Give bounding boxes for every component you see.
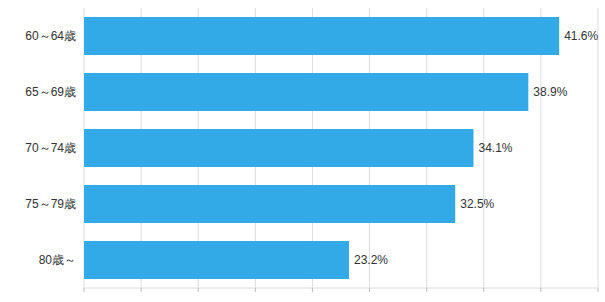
svg-text:60～64歳: 60～64歳 <box>25 29 76 43</box>
svg-text:75～79歳: 75～79歳 <box>25 197 76 211</box>
svg-text:34.1%: 34.1% <box>478 141 512 155</box>
svg-text:65～69歳: 65～69歳 <box>25 85 76 99</box>
svg-text:32.5%: 32.5% <box>460 197 494 211</box>
svg-text:70～74歳: 70～74歳 <box>25 141 76 155</box>
svg-text:23.2%: 23.2% <box>354 253 388 267</box>
svg-text:80歳～: 80歳～ <box>39 253 76 267</box>
svg-text:41.6%: 41.6% <box>564 29 597 43</box>
svg-text:38.9%: 38.9% <box>533 85 567 99</box>
